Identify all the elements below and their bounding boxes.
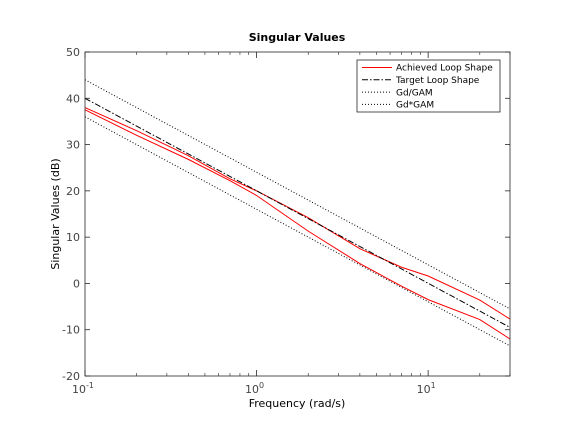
legend-label: Achieved Loop Shape <box>396 64 493 74</box>
y-axis-label: Singular Values (dB) <box>49 158 62 269</box>
y-tick-label: 40 <box>66 92 80 105</box>
x-tick-label: 100 <box>245 381 264 396</box>
y-tick-label: -20 <box>62 370 80 383</box>
legend-box <box>356 59 501 113</box>
chart-title: Singular Values <box>249 31 346 44</box>
axes-box <box>84 51 511 377</box>
legend: Achieved Loop Shape Target Loop Shape Gd/G… <box>356 59 501 113</box>
x-axis-label: Frequency (rad/s) <box>249 397 346 410</box>
series-line-4 <box>84 79 511 310</box>
legend-label: Gd/GAM <box>396 88 433 98</box>
series-line-5 <box>84 116 511 347</box>
legend-label: Gd*GAM <box>396 101 434 111</box>
y-tick-label: 50 <box>66 46 80 59</box>
x-tick-label: 101 <box>417 381 436 396</box>
series-line-1 <box>84 107 511 320</box>
y-tick-label: 0 <box>73 277 80 290</box>
y-tick-label: -10 <box>62 324 80 337</box>
y-tick-label: 30 <box>66 139 80 152</box>
x-tick-label: 10-1 <box>72 381 94 396</box>
legend-label: Target Loop Shape <box>395 76 480 86</box>
series-line-2 <box>84 109 511 340</box>
series-layer <box>84 79 511 347</box>
ticks-layer: -20 -10 0 10 20 30 40 50 10-1 100 101 <box>62 46 511 396</box>
y-tick-label: 20 <box>66 185 80 198</box>
y-tick-label: 10 <box>66 231 80 244</box>
